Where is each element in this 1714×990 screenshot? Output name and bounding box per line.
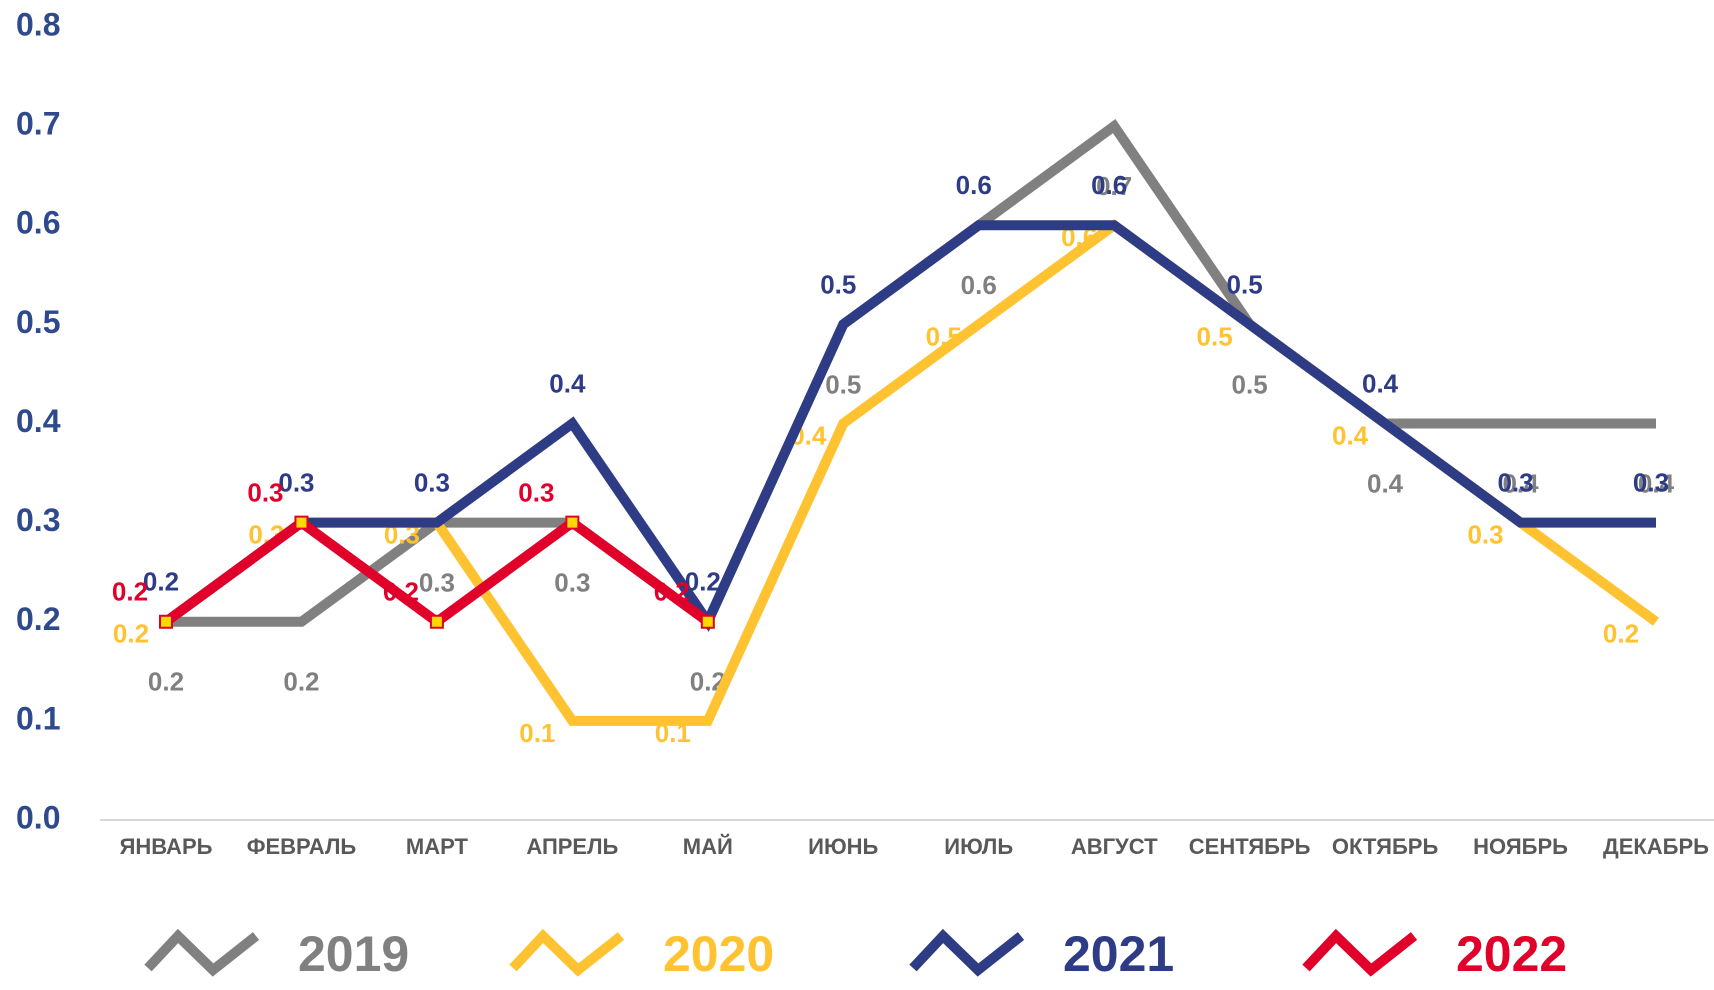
data-label: 0.1 bbox=[519, 718, 555, 748]
legend-icon bbox=[509, 928, 625, 977]
data-label: 0.3 bbox=[554, 568, 590, 598]
data-label: 0.3 bbox=[1497, 468, 1533, 498]
point-marker bbox=[565, 515, 580, 530]
x-tick-label: ФЕВРАЛЬ bbox=[247, 834, 357, 859]
legend-label: 2019 bbox=[298, 926, 409, 982]
x-tick-label: НОЯБРЬ bbox=[1473, 834, 1568, 859]
y-tick-label: 0.2 bbox=[16, 601, 60, 637]
data-label: 0.6 bbox=[961, 270, 997, 300]
point-marker bbox=[429, 614, 444, 629]
x-tick-label: МАРТ bbox=[406, 834, 469, 859]
y-tick-label: 0.5 bbox=[16, 304, 60, 340]
data-label: 0.5 bbox=[820, 269, 856, 299]
y-tick-label: 0.8 bbox=[16, 6, 60, 42]
data-label: 0.3 bbox=[1467, 520, 1503, 550]
x-tick-label: СЕНТЯБРЬ bbox=[1189, 834, 1311, 859]
data-label: 0.2 bbox=[383, 577, 419, 607]
legend-icon bbox=[144, 928, 260, 977]
legend-label: 2022 bbox=[1456, 926, 1567, 982]
point-marker bbox=[159, 614, 173, 629]
data-label: 0.2 bbox=[112, 577, 148, 607]
data-label: 0.5 bbox=[825, 369, 861, 399]
legend-label: 2020 bbox=[663, 926, 774, 982]
data-label: 0.2 bbox=[685, 567, 721, 597]
data-label: 0.6 bbox=[1091, 170, 1127, 200]
data-label: 0.4 bbox=[1332, 420, 1369, 450]
data-label: 0.3 bbox=[518, 478, 554, 508]
y-tick-label: 0.4 bbox=[16, 403, 61, 439]
data-label: 0.7 bbox=[1096, 171, 1132, 201]
legend-label: 2021 bbox=[1063, 926, 1174, 982]
data-label: 0.2 bbox=[113, 619, 149, 649]
data-label: 0.3 bbox=[247, 478, 283, 508]
legend-icon bbox=[909, 928, 1025, 977]
data-label: 0.5 bbox=[926, 321, 962, 351]
point-marker bbox=[700, 614, 715, 629]
data-label: 0.4 bbox=[1367, 468, 1404, 498]
data-label: 0.2 bbox=[1603, 619, 1639, 649]
x-tick-label: ИЮНЬ bbox=[808, 834, 878, 859]
data-label: 0.5 bbox=[1227, 269, 1263, 299]
y-tick-label: 0.3 bbox=[16, 502, 60, 538]
x-tick-label: ОКТЯБРЬ bbox=[1332, 834, 1439, 859]
series-line bbox=[163, 219, 1659, 726]
data-label: 0.3 bbox=[414, 468, 450, 498]
data-label: 0.2 bbox=[283, 667, 319, 697]
data-label: 0.4 bbox=[1502, 468, 1539, 498]
data-label: 0.2 bbox=[654, 577, 690, 607]
data-label: 0.6 bbox=[956, 170, 992, 200]
data-label: 0.4 bbox=[1362, 368, 1399, 398]
data-label: 0.5 bbox=[1232, 369, 1268, 399]
y-tick-label: 0.6 bbox=[16, 205, 60, 241]
data-label: 0.4 bbox=[549, 368, 586, 398]
y-tick-label: 0.1 bbox=[16, 700, 60, 736]
data-label: 0.3 bbox=[278, 468, 314, 498]
data-label: 0.2 bbox=[148, 667, 184, 697]
y-tick-label: 0.7 bbox=[16, 106, 60, 142]
data-label: 0.5 bbox=[1197, 321, 1233, 351]
data-label: 0.4 bbox=[1638, 468, 1675, 498]
x-tick-label: ЯНВАРЬ bbox=[120, 834, 213, 859]
x-tick-label: МАЙ bbox=[683, 834, 733, 859]
data-label: 0.3 bbox=[1633, 468, 1669, 498]
series-line bbox=[163, 220, 1656, 632]
data-label: 0.1 bbox=[655, 718, 691, 748]
x-tick-label: ИЮЛЬ bbox=[944, 834, 1013, 859]
data-label: 0.2 bbox=[143, 567, 179, 597]
y-tick-label: 0.0 bbox=[16, 799, 60, 835]
x-tick-label: АВГУСТ bbox=[1071, 834, 1158, 859]
legend-icon bbox=[1302, 928, 1418, 977]
point-marker bbox=[294, 515, 309, 530]
x-tick-label: ДЕКАБРЬ bbox=[1603, 834, 1709, 859]
data-label: 0.3 bbox=[419, 568, 455, 598]
x-tick-label: АПРЕЛЬ bbox=[526, 834, 618, 859]
